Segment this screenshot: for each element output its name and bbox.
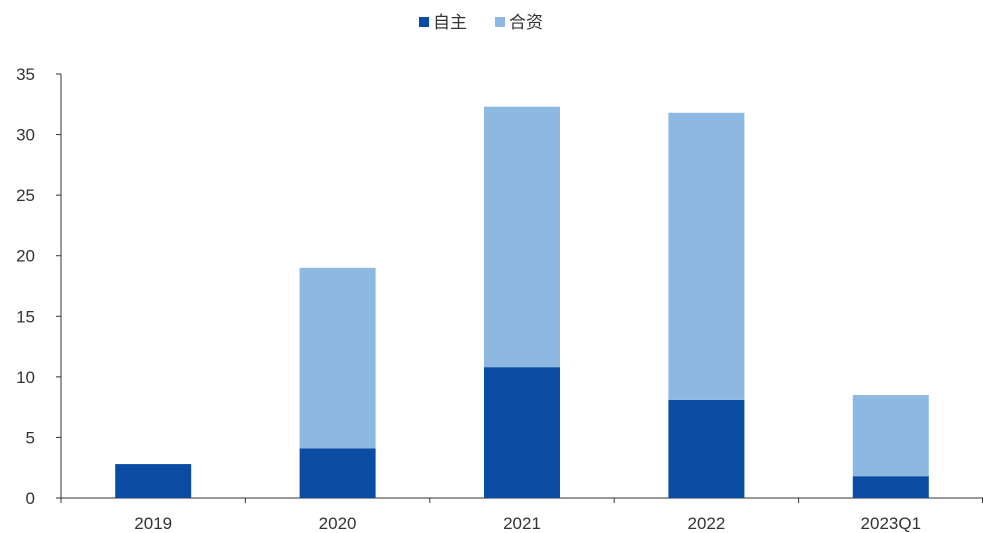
x-axis: 2019 2020 2021 2022 2023Q1 bbox=[60, 497, 983, 533]
bar-2020-series-0 bbox=[299, 448, 376, 498]
bar-2021-series-1 bbox=[484, 106, 560, 368]
legend: 自主 合资 bbox=[419, 13, 543, 32]
bar-2019-series-0 bbox=[115, 464, 192, 498]
bar-2021-series-0 bbox=[484, 367, 560, 498]
x-tick-label: 2022 bbox=[687, 514, 725, 533]
bar-2022-series-0 bbox=[668, 399, 745, 498]
bar-2023Q1-series-1 bbox=[852, 395, 929, 477]
legend-label-1: 合资 bbox=[509, 13, 543, 32]
y-tick-label: 0 bbox=[26, 489, 35, 508]
x-tick-label: 2021 bbox=[503, 514, 541, 533]
y-axis: 0 5 10 15 20 25 30 35 bbox=[16, 65, 62, 508]
bar-2023Q1-series-0 bbox=[852, 476, 929, 498]
y-tick-label: 5 bbox=[26, 428, 35, 447]
legend-swatch-0 bbox=[419, 17, 429, 27]
bar-2022-series-1 bbox=[668, 112, 745, 400]
x-tick-label: 2020 bbox=[319, 514, 357, 533]
y-tick-label: 10 bbox=[16, 368, 35, 387]
y-tick-label: 20 bbox=[16, 247, 35, 266]
y-tick-label: 35 bbox=[16, 65, 35, 84]
y-tick-label: 25 bbox=[16, 186, 35, 205]
x-tick-label: 2023Q1 bbox=[861, 514, 922, 533]
legend-label-0: 自主 bbox=[433, 13, 467, 32]
bar-2020-series-1 bbox=[299, 267, 376, 449]
bars bbox=[115, 106, 929, 498]
y-tick-label: 30 bbox=[16, 126, 35, 145]
y-tick-label: 15 bbox=[16, 307, 35, 326]
legend-swatch-1 bbox=[495, 17, 505, 27]
x-tick-label: 2019 bbox=[134, 514, 172, 533]
